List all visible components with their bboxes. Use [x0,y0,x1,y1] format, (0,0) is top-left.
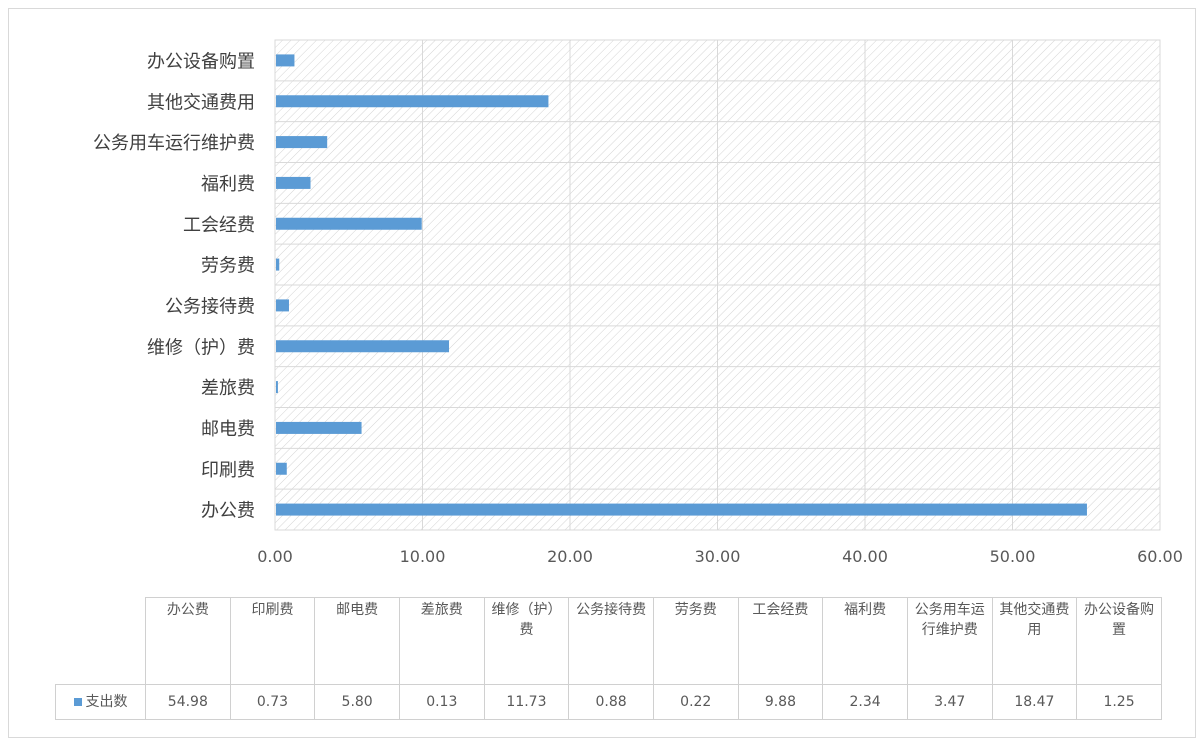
tick-label: 0.00 [257,547,293,566]
category-label: 差旅费 [201,378,255,399]
table-value-cell: 3.47 [906,684,993,720]
bar [276,462,287,475]
tick-label: 20.00 [547,547,593,566]
category-label: 办公设备购置 [147,51,255,72]
table-header-cell: 差旅费 [398,597,485,685]
bar [276,381,278,394]
table-header-cell: 维修（护）费 [483,597,570,685]
category-label: 劳务费 [201,256,255,277]
bar [276,54,295,67]
table-header-cell: 公务用车运行维护费 [906,597,993,685]
table-header-cell: 办公费 [145,597,231,685]
value-axis: 0.00 10.00 20.00 30.00 40.00 50.00 60.00 [257,547,1183,566]
table-header-cell: 办公设备购置 [1076,597,1162,685]
table-value-cell: 18.47 [991,684,1078,720]
bar [276,299,289,312]
table-header-cell: 工会经费 [737,597,824,685]
category-label: 印刷费 [201,460,255,481]
category-label: 公务接待费 [165,296,255,317]
bar [276,503,1087,516]
bar [276,136,328,149]
bar [276,217,422,230]
category-label: 办公费 [201,501,255,522]
category-axis: 办公费 印刷费 邮电费 差旅费 维修（护）费 公务接待费 劳务费 工会经费 福利费 公务用车运行维… [93,51,255,521]
table-row: 支出数 54.98 0.73 5.80 0.13 11.73 0.88 0.22 9.88 2.… [55,684,1162,720]
bar [276,421,362,434]
table-header-cell: 印刷费 [229,597,316,685]
bar [276,258,280,271]
tick-label: 30.00 [695,547,741,566]
table-value-cell: 1.25 [1076,684,1162,720]
table-header-cell: 劳务费 [652,597,739,685]
tick-label: 50.00 [990,547,1036,566]
table-corner [55,597,146,685]
category-label: 福利费 [201,174,255,195]
bar [276,95,549,108]
table-value-cell: 2.34 [822,684,908,720]
table-value-cell: 0.13 [398,684,485,720]
tick-label: 10.00 [400,547,446,566]
bar-series [276,54,1087,516]
legend-cell: 支出数 [55,684,146,720]
bar [276,340,450,353]
category-label: 维修（护）费 [147,337,255,358]
table-header-row: 办公费 印刷费 邮电费 差旅费 维修（护）费 公务接待费 劳务费 工会经费 福利费 公务用车运行维… [55,597,1162,685]
bar [276,176,311,189]
table-value-cell: 0.88 [568,684,654,720]
table-header-cell: 邮电费 [314,597,400,685]
series-name: 支出数 [85,694,128,710]
table-value-cell: 9.88 [737,684,824,720]
table-value-cell: 54.98 [145,684,231,720]
gridlines [274,40,1161,530]
table-header-cell: 其他交通费用 [991,597,1078,685]
category-label: 工会经费 [183,215,255,236]
table-value-cell: 0.22 [652,684,739,720]
category-label: 其他交通费用 [147,92,255,113]
table-header-cell: 公务接待费 [568,597,654,685]
category-label: 邮电费 [201,419,255,440]
tick-label: 40.00 [842,547,888,566]
data-table: 办公费 印刷费 邮电费 差旅费 维修（护）费 公务接待费 劳务费 工会经费 福利费 公务用车运行维… [55,597,1162,720]
table-header-cell: 福利费 [822,597,908,685]
category-label: 公务用车运行维护费 [93,133,255,154]
table-value-cell: 0.73 [229,684,316,720]
table-value-cell: 11.73 [483,684,570,720]
legend-swatch [73,698,82,706]
table-value-cell: 5.80 [314,684,400,720]
tick-label: 60.00 [1137,547,1183,566]
